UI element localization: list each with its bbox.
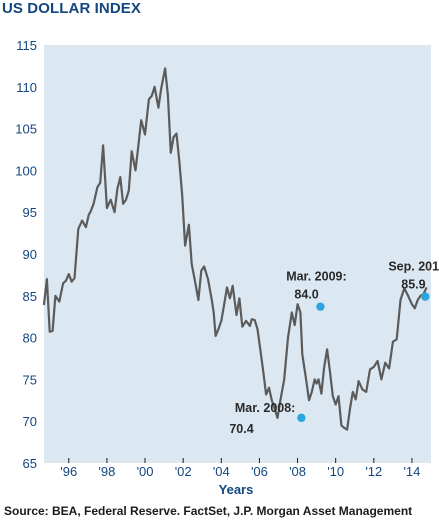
annotation-value: 85.9 [401,278,425,292]
source-note: Source: BEA, Federal Reserve. FactSet, J… [4,504,413,518]
annotation-value: 70.4 [229,422,253,436]
x-tick-label: '02 [175,464,192,479]
y-tick-label: 100 [15,163,37,178]
x-axis-ticks: '96 '98 '00 '02 '04 '06 '08 '10 '12 '14 [60,458,420,479]
annotation-label: Mar. 2008: [235,401,295,415]
x-axis-label: Years [219,482,254,497]
y-axis-ticks: 65 70 75 80 85 90 95 100 105 110 115 [15,38,37,471]
x-tick-label: '08 [289,464,306,479]
y-tick-label: 70 [23,414,37,429]
annotations: Mar. 2008: 70.4 Mar. 2009: 84.0 Sep. 2014: 85… [229,260,439,436]
plot-background [44,45,431,463]
y-tick-label: 85 [23,289,37,304]
chart-title: US DOLLAR INDEX [2,0,142,17]
y-tick-label: 80 [23,331,37,346]
y-tick-label: 75 [23,372,37,387]
annotation-label: Mar. 2009: [286,270,346,284]
x-tick-label: '14 [403,464,420,479]
annotation-marker [297,413,306,423]
x-tick-label: '12 [365,464,382,479]
y-tick-label: 90 [23,247,37,262]
x-tick-label: '00 [137,464,154,479]
y-tick-label: 110 [16,80,37,95]
annotation-value: 84.0 [294,288,318,302]
y-tick-label: 115 [16,38,37,53]
y-tick-label: 105 [15,122,37,137]
x-tick-label: '96 [60,464,77,479]
x-tick-label: '98 [98,464,115,479]
series-line [42,67,428,431]
annotation-label: Sep. 2014: [388,260,439,274]
x-tick-label: '10 [327,464,344,479]
annotation-marker [316,302,325,311]
y-tick-label: 95 [23,205,37,220]
y-tick-label: 65 [23,456,37,471]
x-tick-label: '04 [213,464,230,479]
x-tick-label: '06 [251,464,268,479]
annotation-marker [421,292,430,301]
